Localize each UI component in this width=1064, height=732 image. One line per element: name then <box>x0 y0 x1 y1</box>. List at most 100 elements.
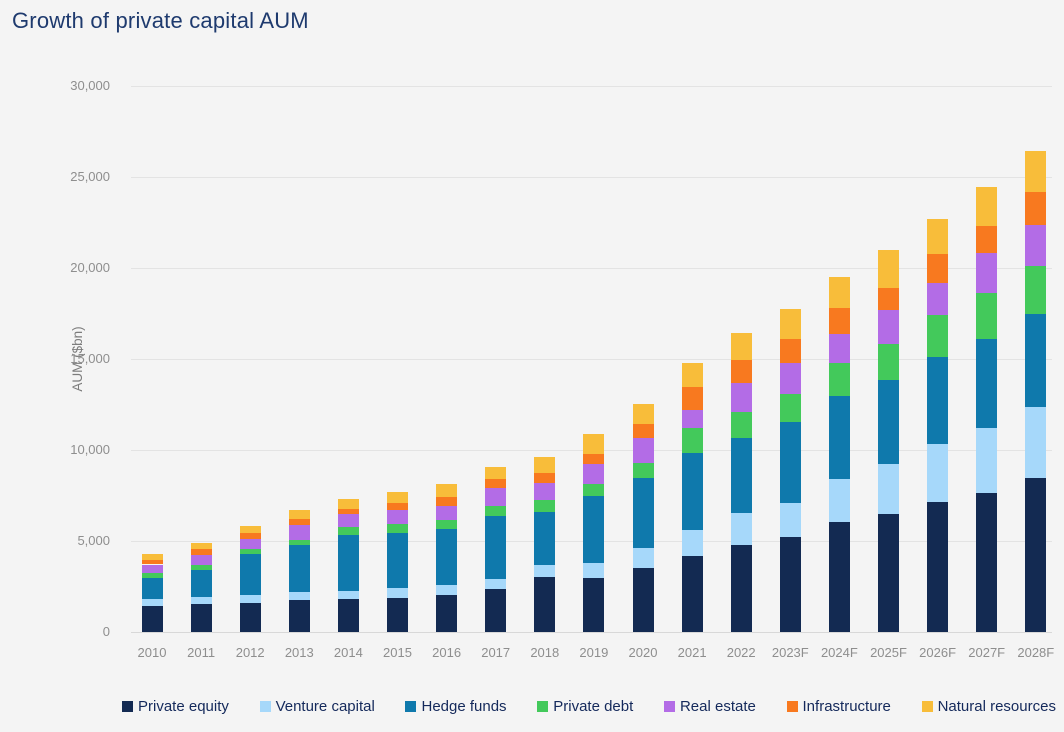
bar-segment-venture-capital <box>632 548 654 568</box>
bar-2013 <box>288 86 310 632</box>
bar-segment-private-equity <box>828 521 850 632</box>
bar-segment-natural-resources <box>681 363 703 388</box>
bar-segment-private-debt <box>1025 266 1047 315</box>
x-tick-label-2013: 2013 <box>284 645 314 660</box>
legend-swatch-icon <box>405 701 417 712</box>
legend-swatch-icon <box>786 701 798 712</box>
bar-segment-venture-capital <box>1025 406 1047 478</box>
bar-segment-venture-capital <box>141 598 163 606</box>
bar-segment-natural-resources <box>976 186 998 226</box>
legend-item-infrastructure: Infrastructure <box>786 698 891 715</box>
bar-segment-real-estate <box>681 409 703 429</box>
bar-segment-natural-resources <box>1025 150 1047 193</box>
bar-segment-venture-capital <box>190 597 212 604</box>
y-tick-label: 5,000 <box>77 533 110 548</box>
bar-segment-venture-capital <box>485 579 507 590</box>
bar-2014 <box>337 86 359 632</box>
bar-2020 <box>632 86 654 632</box>
bar-segment-real-estate <box>534 483 556 500</box>
bar-segment-natural-resources <box>632 403 654 425</box>
bar-segment-venture-capital <box>681 529 703 556</box>
legend-item-hedge-funds: Hedge funds <box>405 698 507 715</box>
bar-segment-venture-capital <box>534 565 556 577</box>
legend-swatch-icon <box>259 701 271 712</box>
bar-segment-real-estate <box>436 505 458 521</box>
x-tick-label-2012: 2012 <box>235 645 265 660</box>
bar-segment-private-debt <box>632 462 654 478</box>
x-tick-label-2025f: 2025F <box>870 645 907 660</box>
x-tick-label-2019: 2019 <box>579 645 609 660</box>
bar-segment-infrastructure <box>583 454 605 465</box>
legend-label: Private debt <box>553 698 634 715</box>
legend-item-natural-resources: Natural resources <box>921 698 1056 715</box>
y-tick-label: 30,000 <box>70 78 110 93</box>
bar-segment-private-equity <box>141 605 163 632</box>
bar-segment-private-debt <box>436 520 458 530</box>
x-tick-label-2016: 2016 <box>432 645 462 660</box>
legend-label: Real estate <box>679 698 756 715</box>
bar-segment-infrastructure <box>288 518 310 525</box>
bar-segment-infrastructure <box>1025 192 1047 226</box>
bar-segment-real-estate <box>288 525 310 540</box>
bar-segment-infrastructure <box>779 339 801 363</box>
bar-segment-hedge-funds <box>779 421 801 504</box>
bar-segment-private-equity <box>878 513 899 632</box>
legend-item-private-debt: Private debt <box>537 698 633 715</box>
bar-segment-infrastructure <box>534 473 556 484</box>
bar-segment-real-estate <box>190 554 212 565</box>
bar-segment-private-equity <box>583 577 605 632</box>
y-tick-label: 10,000 <box>70 442 110 457</box>
bar-segment-private-debt <box>927 314 949 357</box>
bar-segment-hedge-funds <box>190 569 212 598</box>
bar-2027f <box>976 86 998 632</box>
bar-segment-natural-resources <box>927 219 949 255</box>
bar-2012 <box>239 86 261 632</box>
plot-area: AUM ($bn) 30,000 25,000 20,000 15,000 10,000… <box>70 78 1054 660</box>
legend: Private equity Venture capital Hedge funds… <box>122 698 1056 715</box>
bar-segment-real-estate <box>387 509 408 525</box>
bar-segment-natural-resources <box>779 308 801 340</box>
y-tick-label: 15,000 <box>70 351 110 366</box>
bar-segment-private-equity <box>1025 477 1047 632</box>
bar-segment-infrastructure <box>878 288 899 310</box>
bar-2024f <box>828 86 850 632</box>
gridline-30000 <box>131 86 1052 87</box>
legend-swatch-icon <box>122 701 133 712</box>
bar-segment-natural-resources <box>190 543 212 550</box>
bar-segment-hedge-funds <box>878 379 899 465</box>
bar-2025f <box>878 86 899 632</box>
bar-segment-private-equity <box>485 589 507 632</box>
bar-segment-hedge-funds <box>239 554 261 596</box>
bar-2018 <box>534 86 556 632</box>
bar-segment-hedge-funds <box>828 395 850 480</box>
bar-segment-real-estate <box>141 564 163 574</box>
bar-segment-infrastructure <box>927 254 949 284</box>
x-tick-label-2021: 2021 <box>677 645 707 660</box>
bar-segment-private-debt <box>534 499 556 513</box>
bar-segment-private-debt <box>485 505 507 516</box>
bar-segment-hedge-funds <box>730 437 752 513</box>
bar-segment-natural-resources <box>239 525 261 533</box>
bar-segment-infrastructure <box>387 503 408 510</box>
bar-2022 <box>730 86 752 632</box>
chart-title: Growth of private capital AUM <box>12 8 309 33</box>
bar-segment-private-debt <box>730 411 752 438</box>
bar-segment-hedge-funds <box>436 529 458 586</box>
bar-segment-private-equity <box>632 567 654 632</box>
x-tick-label-2011: 2011 <box>187 645 216 660</box>
bar-segment-infrastructure <box>337 508 359 515</box>
bar-segment-infrastructure <box>976 225 998 254</box>
bar-segment-private-debt <box>387 524 408 534</box>
x-tick-label-2018: 2018 <box>530 645 560 660</box>
bar-segment-private-debt <box>779 393 801 422</box>
bar-segment-real-estate <box>1025 225 1047 266</box>
bar-segment-private-equity <box>779 536 801 632</box>
x-tick-label-2022: 2022 <box>726 645 756 660</box>
bar-2023f <box>779 86 801 632</box>
bar-segment-venture-capital <box>337 590 359 600</box>
legend-item-private-equity: Private equity <box>122 698 229 715</box>
bar-segment-real-estate <box>878 309 899 344</box>
bar-segment-venture-capital <box>583 563 605 578</box>
x-tick-label-2027f: 2027F <box>968 645 1006 660</box>
bar-segment-private-debt <box>288 539 310 546</box>
